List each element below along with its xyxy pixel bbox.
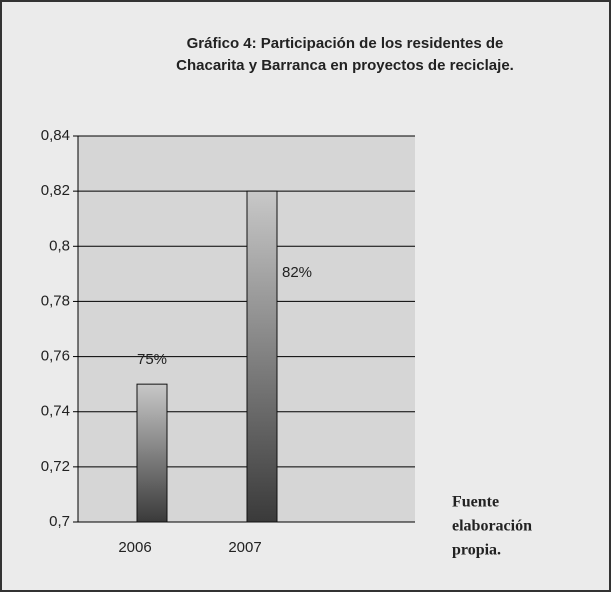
chart-title: Chacarita y Barranca en proyectos de rec… — [176, 57, 514, 74]
y-tick-label: 0,78 — [41, 292, 70, 309]
annotation: Fuente — [452, 494, 499, 511]
chart-title: Gráfico 4: Participación de los resident… — [187, 35, 504, 52]
bar — [246, 190, 278, 523]
value-label: 82% — [282, 264, 312, 281]
x-tick-label: 2006 — [118, 539, 151, 556]
y-tick-label: 0,76 — [41, 348, 70, 365]
x-tick-label: 2007 — [228, 539, 261, 556]
annotation: propia. — [452, 542, 501, 559]
annotation: elaboración — [452, 518, 532, 535]
bar — [136, 383, 168, 523]
y-tick-label: 0,8 — [49, 237, 70, 254]
y-tick-label: 0,74 — [41, 403, 70, 420]
y-tick-label: 0,72 — [41, 458, 70, 475]
y-tick-label: 0,82 — [41, 182, 70, 199]
y-tick-label: 0,84 — [41, 127, 70, 144]
y-tick-label: 0,7 — [49, 513, 70, 530]
value-label: 75% — [137, 351, 167, 368]
